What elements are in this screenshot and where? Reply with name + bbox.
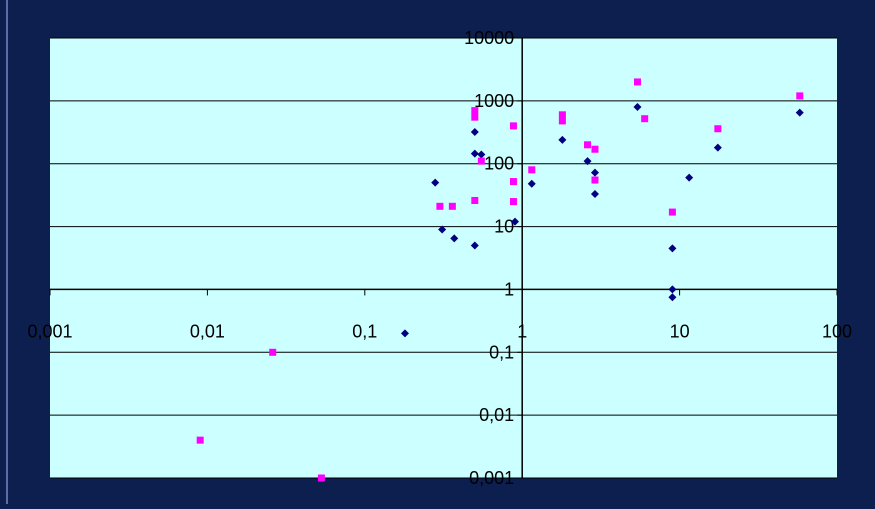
data-point-diamond [590, 168, 599, 177]
data-point-diamond [510, 217, 519, 226]
data-point-square [558, 117, 566, 125]
data-point-square [796, 92, 804, 100]
y-tick-label: 0,01 [479, 405, 514, 425]
data-point-square [591, 176, 599, 184]
data-point-square [633, 78, 641, 86]
data-point-diamond [668, 244, 677, 253]
data-point-square [196, 436, 204, 444]
data-point-square [269, 348, 277, 356]
data-point-diamond [470, 241, 479, 250]
data-point-diamond [668, 293, 677, 302]
data-point-square [509, 122, 517, 130]
data-point-square [714, 125, 722, 133]
data-point-square [668, 208, 676, 216]
y-tick-label: 100 [484, 154, 514, 174]
y-tick-label: 10 [494, 217, 514, 237]
data-point-diamond [795, 108, 804, 117]
y-tick-label: 0,1 [489, 342, 514, 362]
data-point-diamond [583, 157, 592, 166]
data-point-diamond [400, 329, 409, 338]
data-point-square [471, 113, 479, 121]
data-marks [196, 78, 804, 482]
data-point-diamond [438, 225, 447, 234]
data-point-diamond [431, 178, 440, 187]
data-point-square [477, 157, 485, 165]
gridlines [50, 37, 837, 479]
data-point-square [436, 202, 444, 210]
x-tick-label: 1 [517, 321, 527, 341]
data-point-diamond [558, 135, 567, 144]
data-point-diamond [713, 143, 722, 152]
data-point-diamond [470, 149, 479, 158]
data-point-square [641, 115, 649, 123]
data-point-square [509, 178, 517, 186]
axes [49, 37, 838, 479]
y-tick-label: 1000 [474, 91, 514, 111]
data-point-diamond [450, 234, 459, 243]
data-point-square [584, 141, 592, 149]
data-point-square [448, 202, 456, 210]
data-point-square [591, 145, 599, 153]
data-point-diamond [590, 189, 599, 198]
data-point-square [528, 166, 536, 174]
data-point-diamond [470, 127, 479, 136]
data-point-diamond [477, 150, 486, 159]
x-tick-label: 0,01 [190, 321, 225, 341]
data-point-square [558, 111, 566, 119]
data-point-diamond [668, 285, 677, 294]
x-tick-label: 10 [670, 321, 690, 341]
data-point-square [317, 474, 325, 482]
plot-area [50, 38, 837, 478]
data-point-square [471, 196, 479, 204]
data-point-square [471, 107, 479, 115]
data-point-diamond [685, 173, 694, 182]
x-tick-label: 100 [822, 321, 852, 341]
x-tick-label: 0,001 [27, 321, 72, 341]
y-tick-label: 10000 [464, 28, 514, 48]
y-tick-label: 0,001 [469, 468, 514, 488]
y-tick-label: 1 [504, 279, 514, 299]
left-accent-rule [6, 0, 8, 504]
data-point-diamond [633, 102, 642, 111]
data-point-square [509, 198, 517, 206]
data-point-diamond [527, 179, 536, 188]
x-tick-label: 0,1 [352, 321, 377, 341]
